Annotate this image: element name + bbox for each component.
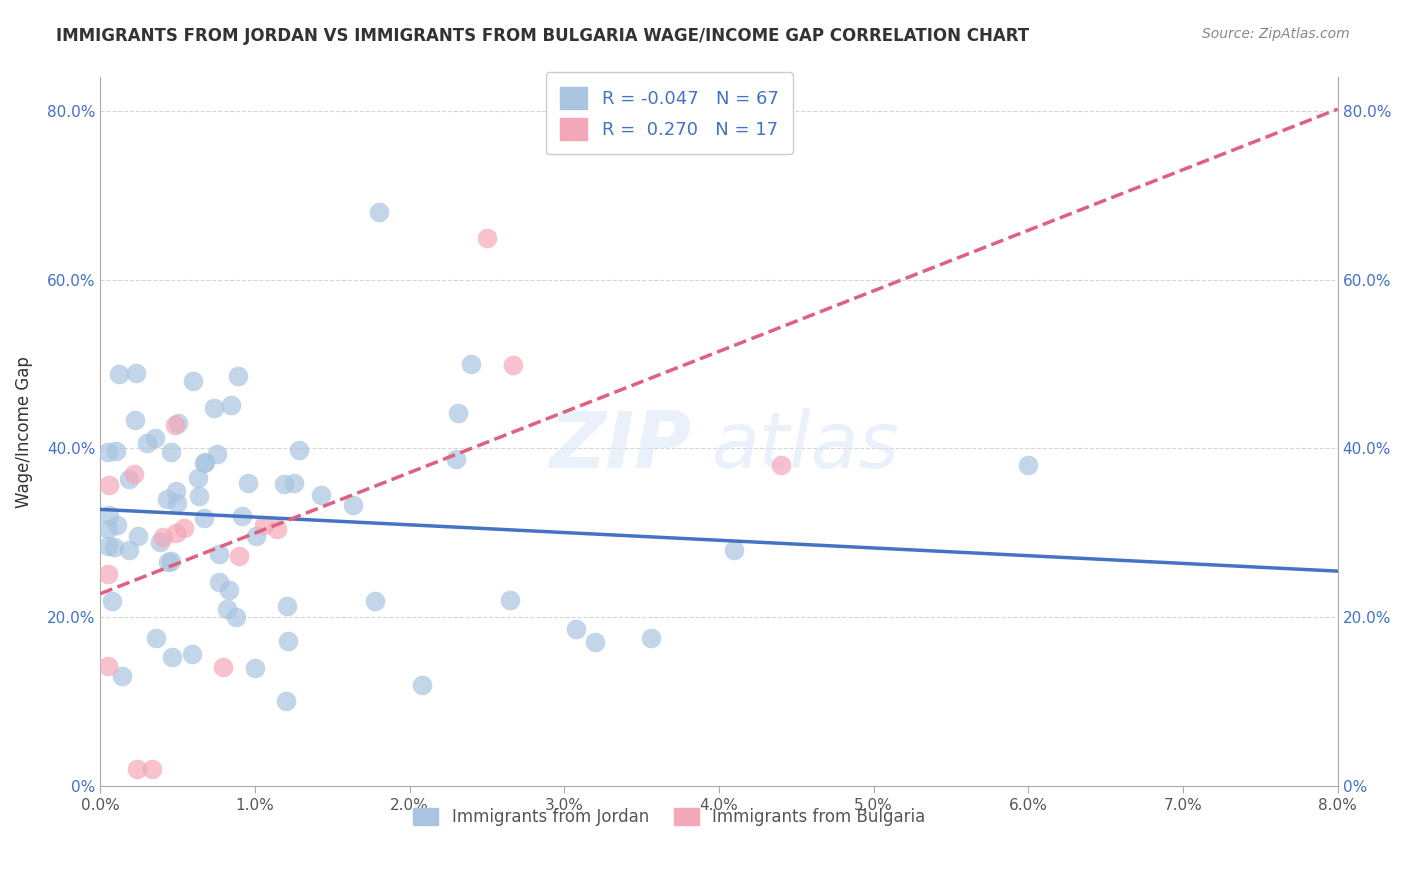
Point bbox=[219, 398, 242, 412]
Point bbox=[231, 509, 253, 524]
Point bbox=[173, 521, 195, 535]
Point bbox=[288, 442, 311, 457]
Point bbox=[565, 622, 588, 636]
Point bbox=[124, 413, 146, 427]
Point bbox=[212, 660, 235, 674]
Point bbox=[499, 592, 522, 607]
Point bbox=[283, 476, 305, 491]
Point bbox=[411, 678, 433, 692]
Point bbox=[103, 540, 125, 554]
Point bbox=[183, 374, 205, 388]
Point bbox=[104, 444, 127, 458]
Point bbox=[311, 488, 333, 502]
Point bbox=[97, 478, 120, 492]
Y-axis label: Wage/Income Gap: Wage/Income Gap bbox=[15, 356, 32, 508]
Point bbox=[97, 658, 120, 673]
Point bbox=[364, 593, 387, 607]
Point bbox=[266, 522, 288, 536]
Point bbox=[583, 635, 606, 649]
Point bbox=[160, 649, 183, 664]
Point bbox=[108, 367, 131, 381]
Point bbox=[165, 526, 187, 541]
Point bbox=[165, 418, 187, 433]
Point bbox=[207, 447, 229, 461]
Point bbox=[180, 647, 202, 661]
Point bbox=[160, 554, 183, 568]
Point bbox=[97, 445, 120, 459]
Point bbox=[122, 467, 145, 481]
Point bbox=[228, 549, 250, 563]
Point bbox=[245, 529, 267, 543]
Point bbox=[100, 594, 122, 608]
Point bbox=[118, 472, 141, 486]
Point bbox=[105, 517, 128, 532]
Point bbox=[165, 484, 187, 499]
Point bbox=[125, 762, 148, 776]
Point bbox=[723, 542, 745, 557]
Point bbox=[149, 535, 172, 549]
Point bbox=[193, 456, 215, 470]
Point bbox=[97, 539, 120, 553]
Point bbox=[274, 694, 297, 708]
Point bbox=[225, 609, 247, 624]
Point bbox=[277, 633, 299, 648]
Legend: Immigrants from Jordan, Immigrants from Bulgaria: Immigrants from Jordan, Immigrants from … bbox=[405, 799, 934, 834]
Point bbox=[218, 583, 240, 598]
Point bbox=[204, 401, 226, 416]
Point bbox=[193, 511, 215, 525]
Point bbox=[152, 530, 174, 544]
Point bbox=[145, 631, 167, 645]
Point bbox=[127, 529, 149, 543]
Point bbox=[447, 406, 470, 420]
Point bbox=[187, 470, 209, 484]
Point bbox=[167, 416, 190, 430]
Point bbox=[194, 455, 217, 469]
Point bbox=[460, 357, 482, 371]
Point bbox=[769, 458, 792, 473]
Point bbox=[187, 489, 209, 503]
Point bbox=[136, 436, 159, 450]
Text: ZIP: ZIP bbox=[548, 408, 692, 483]
Point bbox=[238, 475, 260, 490]
Point bbox=[208, 547, 231, 561]
Point bbox=[276, 599, 298, 613]
Point bbox=[502, 358, 524, 372]
Point bbox=[208, 575, 231, 590]
Point bbox=[1017, 458, 1039, 473]
Point bbox=[640, 631, 662, 645]
Text: Source: ZipAtlas.com: Source: ZipAtlas.com bbox=[1202, 27, 1350, 41]
Point bbox=[243, 661, 266, 675]
Point bbox=[273, 477, 295, 491]
Point bbox=[145, 431, 167, 445]
Point bbox=[118, 543, 141, 558]
Point bbox=[160, 445, 183, 459]
Point bbox=[141, 762, 163, 776]
Text: atlas: atlas bbox=[711, 408, 900, 483]
Point bbox=[97, 567, 120, 582]
Point bbox=[226, 368, 249, 383]
Point bbox=[446, 452, 468, 467]
Point bbox=[475, 230, 498, 244]
Point bbox=[253, 517, 276, 532]
Point bbox=[342, 498, 364, 512]
Point bbox=[157, 555, 180, 569]
Point bbox=[215, 602, 238, 616]
Point bbox=[111, 669, 134, 683]
Point bbox=[166, 495, 188, 509]
Point bbox=[155, 492, 177, 507]
Point bbox=[125, 366, 148, 380]
Point bbox=[367, 205, 389, 219]
Text: IMMIGRANTS FROM JORDAN VS IMMIGRANTS FROM BULGARIA WAGE/INCOME GAP CORRELATION C: IMMIGRANTS FROM JORDAN VS IMMIGRANTS FRO… bbox=[56, 27, 1029, 45]
Point bbox=[97, 522, 120, 536]
Point bbox=[98, 508, 121, 523]
